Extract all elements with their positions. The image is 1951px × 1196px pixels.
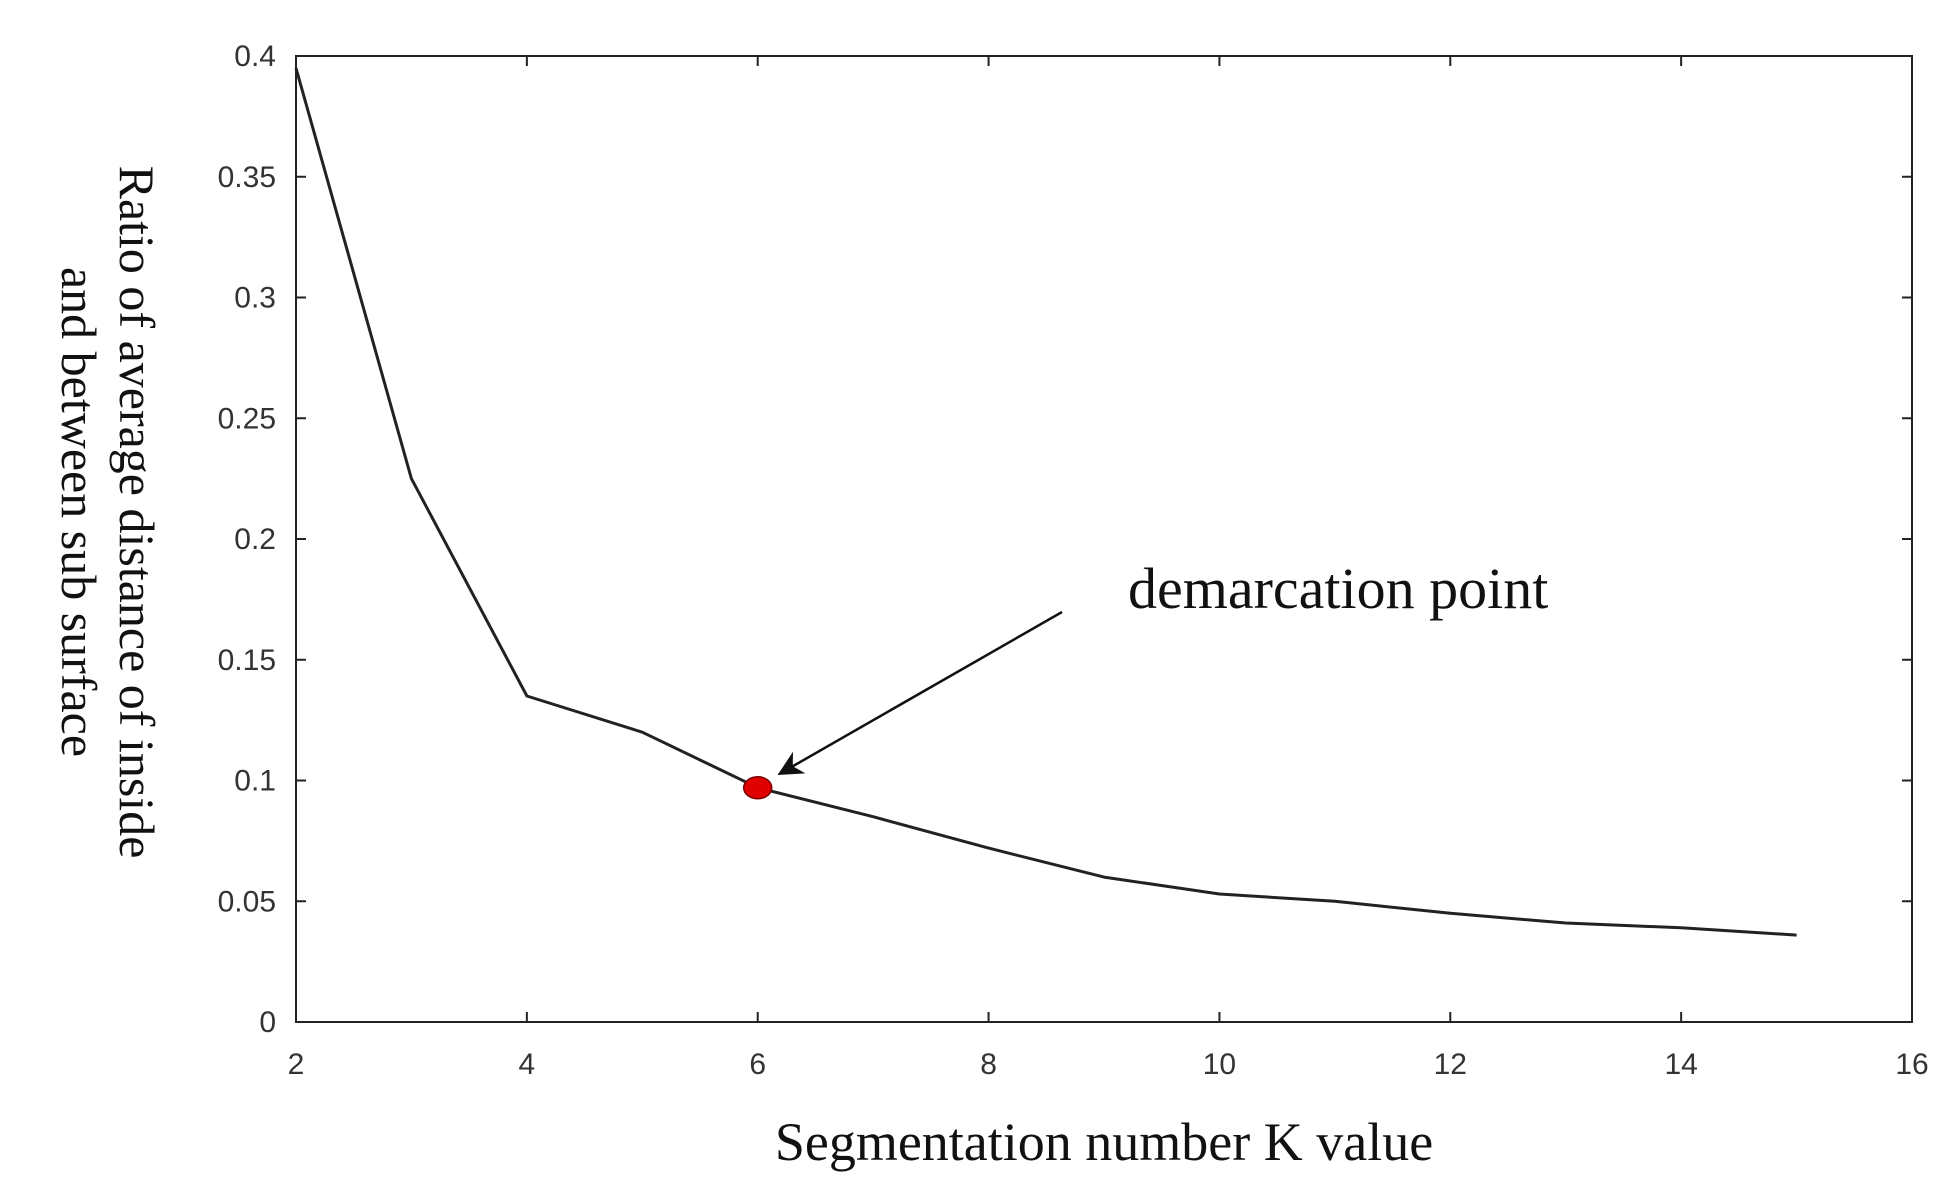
x-tick-label: 4 bbox=[519, 1048, 536, 1081]
y-tick-label: 0.1 bbox=[234, 765, 276, 798]
y-tick-label: 0.4 bbox=[234, 40, 276, 73]
x-tick-label: 12 bbox=[1434, 1048, 1467, 1081]
y-tick-label: 0.25 bbox=[218, 402, 276, 435]
y-tick-label: 0.35 bbox=[218, 161, 276, 194]
x-tick-label: 14 bbox=[1664, 1048, 1697, 1081]
demarcation-point-marker bbox=[742, 775, 773, 800]
annotation-text: demarcation point bbox=[1128, 556, 1548, 621]
series-line bbox=[294, 67, 1797, 937]
y-axis-title-line-2: and between sub surface bbox=[51, 267, 107, 757]
x-tick-label: 6 bbox=[749, 1048, 766, 1081]
y-tick-label: 0.3 bbox=[234, 282, 276, 315]
y-tick-label: 0.15 bbox=[218, 644, 276, 677]
annotation-arrow bbox=[777, 610, 1063, 775]
y-tick-label: 0.05 bbox=[218, 885, 276, 918]
y-tick-label: 0.2 bbox=[234, 523, 276, 556]
y-axis-title: Ratio of average distance of inside and … bbox=[51, 166, 165, 859]
y-axis-title-line-1: Ratio of average distance of inside bbox=[109, 166, 165, 859]
y-tick-label: 0 bbox=[259, 1006, 276, 1039]
x-tick-label: 16 bbox=[1895, 1048, 1928, 1081]
x-tick-label: 10 bbox=[1203, 1048, 1236, 1081]
x-axis-title: Segmentation number K value bbox=[775, 1112, 1433, 1172]
plot-frame bbox=[295, 55, 1913, 1023]
x-tick-label: 8 bbox=[980, 1048, 997, 1081]
x-tick-label: 2 bbox=[288, 1048, 305, 1081]
